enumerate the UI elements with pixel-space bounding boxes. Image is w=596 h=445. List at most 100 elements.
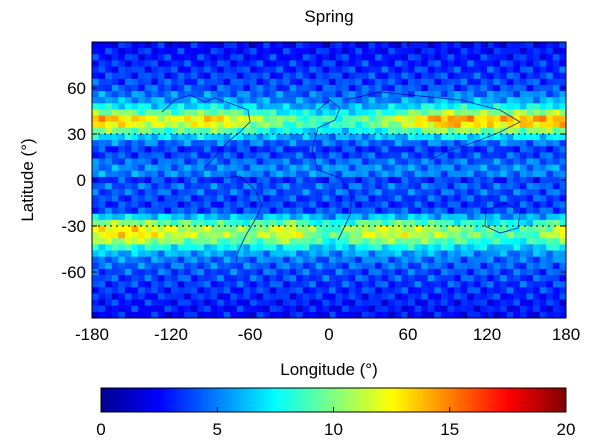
heatmap-cell (394, 238, 403, 245)
heatmap-cell (408, 183, 416, 190)
heatmap-cell (401, 140, 409, 147)
heatmap-cell (197, 275, 205, 282)
heatmap-cell (513, 183, 521, 190)
heatmap-cell (223, 109, 231, 117)
heatmap-cell (302, 103, 310, 111)
heatmap-cell (190, 170, 198, 178)
heatmap-cell (309, 195, 317, 203)
heatmap-cell (519, 281, 528, 288)
heatmap-cell (111, 158, 119, 166)
heatmap-cell (263, 244, 271, 252)
heatmap-cell (533, 54, 541, 61)
heatmap-cell (427, 232, 435, 239)
heatmap-cell (131, 146, 139, 153)
heatmap-cell (539, 299, 547, 307)
heatmap-cell (440, 299, 449, 307)
heatmap-cell (533, 60, 541, 68)
heatmap-cell (493, 146, 501, 153)
heatmap-cell (151, 195, 159, 203)
heatmap-cell (447, 127, 455, 135)
heatmap-cell (263, 48, 271, 55)
heatmap-cell (493, 281, 501, 288)
heatmap-cell (546, 311, 554, 318)
heatmap-cell (375, 152, 383, 160)
heatmap-cell (131, 84, 139, 92)
heatmap-cell (434, 238, 442, 245)
heatmap-cell (480, 287, 488, 295)
heatmap-cell (243, 127, 251, 135)
heatmap-cell (375, 250, 383, 258)
heatmap-cell (500, 91, 508, 98)
heatmap-cell (177, 305, 185, 313)
heatmap-cell (309, 72, 317, 80)
heatmap-cell (282, 299, 291, 307)
heatmap-cell (190, 213, 198, 221)
heatmap-cell (342, 72, 350, 80)
heatmap-cell (368, 305, 376, 313)
heatmap-cell (210, 54, 218, 61)
heatmap-cell (177, 170, 185, 178)
heatmap-cell (263, 189, 271, 196)
heatmap-cell (124, 305, 133, 313)
heatmap-cell (138, 134, 146, 141)
heatmap-cell (329, 121, 337, 129)
heatmap-cell (539, 183, 547, 190)
heatmap-cell (230, 164, 238, 172)
heatmap-cell (105, 158, 113, 166)
heatmap-cell (157, 146, 166, 153)
heatmap-cell (388, 287, 396, 295)
heatmap-cell (546, 256, 554, 264)
heatmap-cell (388, 207, 396, 215)
heatmap-cell (184, 72, 192, 80)
heatmap-cell (394, 170, 403, 178)
heatmap-cell (447, 195, 455, 203)
heatmap-cell (210, 238, 218, 245)
heatmap-cell (559, 158, 566, 166)
heatmap-cell (243, 103, 251, 111)
heatmap-cell (460, 226, 468, 233)
heatmap-cell (552, 176, 561, 184)
heatmap-cell (394, 109, 403, 117)
heatmap-cell (388, 232, 396, 239)
heatmap-cell (500, 115, 508, 123)
heatmap-cell (276, 127, 284, 135)
heatmap-cell (559, 78, 566, 86)
heatmap-cell (381, 256, 389, 264)
heatmap-cell (276, 226, 284, 233)
heatmap-cell (421, 146, 429, 153)
heatmap-cell (98, 140, 106, 147)
heatmap-cell (408, 42, 416, 49)
heatmap-cell (250, 189, 258, 196)
x-tick-label: 120 (473, 325, 501, 344)
heatmap-cell (394, 287, 403, 295)
heatmap-cell (506, 48, 514, 55)
heatmap-cell (427, 287, 435, 295)
heatmap-cell (513, 60, 521, 68)
heatmap-cell (250, 140, 258, 147)
heatmap-cell (473, 103, 482, 111)
heatmap-cell (506, 84, 514, 92)
heatmap-cell (144, 268, 152, 276)
heatmap-cell (315, 250, 324, 258)
heatmap-cell (342, 262, 350, 270)
heatmap-cell (434, 176, 442, 184)
heatmap-cell (92, 201, 100, 209)
heatmap-cell (309, 176, 317, 184)
heatmap-cell (217, 176, 225, 184)
heatmap-cell (552, 305, 561, 313)
heatmap-cell (124, 238, 133, 245)
heatmap-cell (401, 189, 409, 196)
heatmap-cell (427, 152, 435, 160)
heatmap-cell (401, 170, 409, 178)
heatmap-cell (151, 268, 159, 276)
heatmap-cell (243, 109, 251, 117)
heatmap-cell (98, 287, 106, 295)
heatmap-cell (171, 84, 179, 92)
heatmap-cell (171, 219, 179, 227)
heatmap-cell (361, 121, 370, 129)
heatmap-cell (111, 176, 119, 184)
heatmap-cell (250, 152, 258, 160)
heatmap-cell (190, 207, 198, 215)
heatmap-cell (375, 42, 383, 49)
heatmap-cell (375, 97, 383, 104)
